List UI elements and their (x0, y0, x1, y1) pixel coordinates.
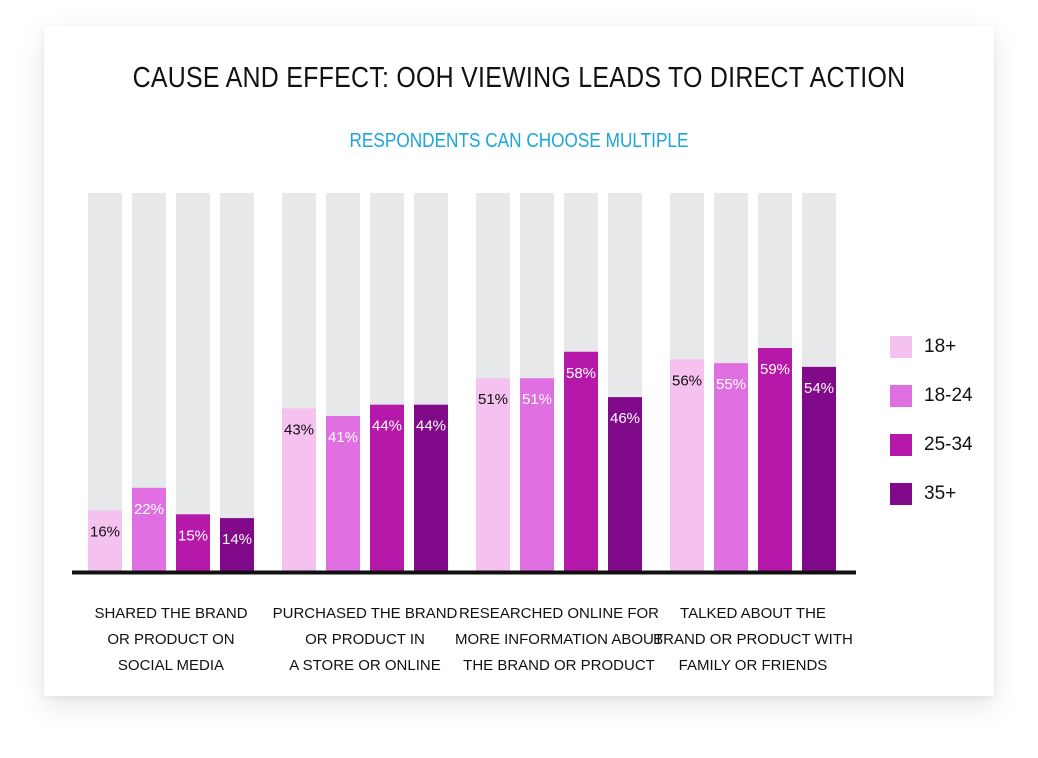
legend-item: 35+ (890, 479, 973, 509)
bar (476, 378, 510, 571)
category-label: OR PRODUCT IN (305, 631, 425, 648)
legend: 18+ 18-24 25-34 35+ (890, 332, 973, 528)
chart-subtitle: RESPONDENTS CAN CHOOSE MULTIPLE (349, 130, 689, 152)
bar-value-label: 51% (522, 391, 552, 408)
bar-value-label: 22% (134, 501, 164, 518)
bar (414, 404, 448, 571)
bar (714, 363, 748, 571)
bar-value-label: 51% (478, 391, 508, 408)
legend-item: 18-24 (890, 381, 973, 411)
legend-item: 25-34 (890, 430, 973, 460)
bar (564, 351, 598, 571)
bar (326, 416, 360, 571)
bar (132, 487, 166, 571)
bar-value-label: 44% (416, 418, 446, 435)
bar (220, 518, 254, 571)
legend-swatch (890, 336, 912, 358)
category-label: FAMILY OR FRIENDS (679, 657, 828, 674)
legend-label: 25-34 (924, 434, 973, 455)
bar-value-label: 58% (566, 365, 596, 382)
bar (670, 359, 704, 571)
bar-value-label: 41% (328, 429, 358, 446)
category-label: SHARED THE BRAND (94, 605, 247, 622)
legend-swatch (890, 483, 912, 505)
category-label: RESEARCHED ONLINE FOR (459, 605, 659, 622)
bar (520, 378, 554, 571)
category-label: PURCHASED THE BRAND (273, 605, 458, 622)
category-label: TALKED ABOUT THE (680, 605, 826, 622)
legend-swatch (890, 434, 912, 456)
chart-card: CAUSE AND EFFECT: OOH VIEWING LEADS TO D… (44, 26, 994, 696)
bar (282, 408, 316, 571)
bar (176, 514, 210, 571)
bar-value-label: 54% (804, 380, 834, 397)
bar-value-label: 16% (90, 524, 120, 541)
legend-swatch (890, 385, 912, 407)
bar (608, 397, 642, 571)
legend-label: 35+ (924, 483, 957, 504)
bar (88, 510, 122, 571)
bar-value-label: 56% (672, 372, 702, 389)
bar-track (220, 193, 254, 571)
bar-value-label: 14% (222, 531, 252, 548)
bar-value-label: 43% (284, 421, 314, 438)
category-label: MORE INFORMATION ABOUT (455, 631, 663, 648)
category-label: SOCIAL MEDIA (118, 657, 224, 674)
bar-value-label: 55% (716, 376, 746, 393)
legend-label: 18-24 (924, 385, 973, 406)
chart-title: CAUSE AND EFFECT: OOH VIEWING LEADS TO D… (132, 62, 906, 94)
bar (802, 366, 836, 571)
bar-value-label: 46% (610, 410, 640, 427)
bar-value-label: 15% (178, 527, 208, 544)
bar (758, 347, 792, 571)
bar-value-label: 59% (760, 361, 790, 378)
bar-chart: 16% 22% 15% 14% SHARED THE BRAND OR PRODUCT O… (72, 193, 856, 674)
bar-value-label: 44% (372, 418, 402, 435)
bar (370, 404, 404, 571)
category-label: A STORE OR ONLINE (289, 657, 440, 674)
bar-track (88, 193, 122, 571)
category-label: OR PRODUCT ON (107, 631, 234, 648)
bar-track (176, 193, 210, 571)
legend-item: 18+ (890, 332, 973, 362)
category-label: THE BRAND OR PRODUCT (463, 657, 655, 674)
category-label: BRAND OR PRODUCT WITH (653, 631, 853, 648)
legend-label: 18+ (924, 336, 957, 357)
